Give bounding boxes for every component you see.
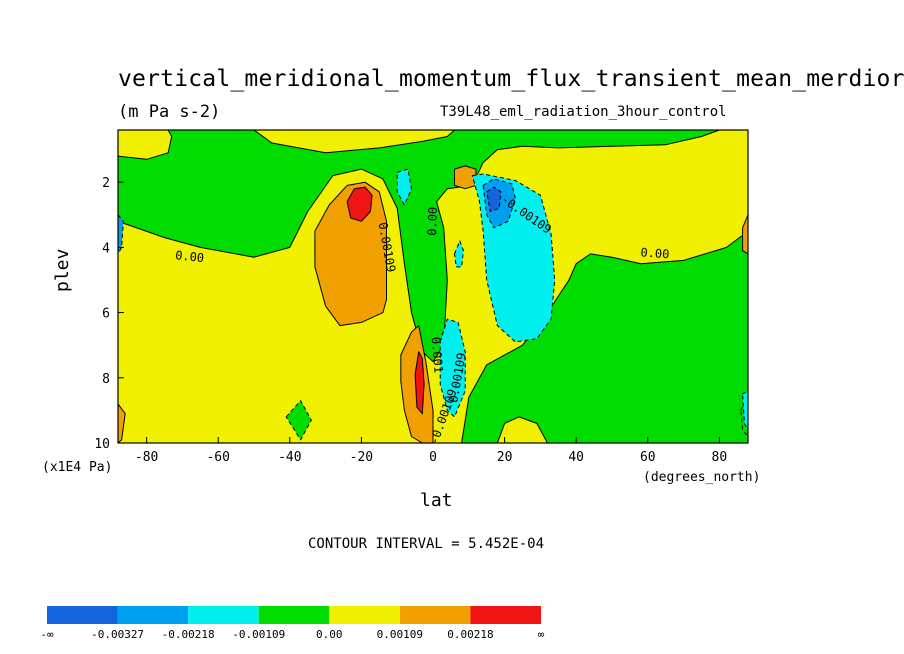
x-axis-units: (degrees_north) bbox=[643, 470, 761, 485]
colorbar-label-0: -∞ bbox=[40, 628, 54, 641]
contour-region-17 bbox=[742, 390, 748, 431]
x-tick-label: -20 bbox=[350, 450, 373, 465]
colorbar-label-4: 0.00 bbox=[316, 628, 343, 641]
contour-region-16 bbox=[454, 240, 464, 268]
colorbar-swatch-1 bbox=[117, 606, 189, 624]
colorbar-label-6: 0.00218 bbox=[447, 628, 493, 641]
contour-label-4: 0.00 bbox=[640, 245, 670, 261]
x-tick-label: -40 bbox=[278, 450, 301, 465]
colorbar-label-7: ∞ bbox=[538, 628, 545, 641]
contour-region-3 bbox=[118, 130, 173, 160]
colorbar-label-1: -0.00327 bbox=[91, 628, 144, 641]
contour-region-20 bbox=[486, 186, 502, 212]
contour-region-10 bbox=[414, 351, 425, 415]
x-tick-label: 0 bbox=[429, 450, 437, 465]
contour-region-1 bbox=[253, 130, 455, 154]
contour-region-15 bbox=[439, 318, 466, 418]
x-tick-label: 40 bbox=[568, 450, 584, 465]
y-tick-label: 8 bbox=[102, 372, 110, 387]
colorbar-swatch-4 bbox=[329, 606, 400, 624]
contour-region-14 bbox=[396, 168, 412, 206]
y-tick-label: 10 bbox=[94, 437, 110, 452]
contour-region-9 bbox=[346, 186, 373, 222]
colorbar: -∞ -0.00327 -0.00218 -0.00109 0.00 0.00109 0.0… bbox=[40, 606, 545, 641]
contour-label-0: 0.00 bbox=[175, 248, 205, 265]
x-tick-label: 60 bbox=[640, 450, 656, 465]
contour-region-0 bbox=[118, 130, 748, 443]
colorbar-swatch-5 bbox=[399, 606, 471, 624]
x-axis-label: lat bbox=[420, 490, 453, 511]
y-axis-units: (x1E4 Pa) bbox=[42, 460, 113, 475]
contour-label-5: 0.001 bbox=[429, 336, 446, 373]
contour-label-2: 0.00 bbox=[425, 207, 440, 236]
contour-region-2 bbox=[496, 416, 548, 443]
y-tick-label: 4 bbox=[102, 241, 110, 256]
y-tick-label: 2 bbox=[102, 176, 110, 191]
units-label: (m Pa s-2) bbox=[118, 102, 221, 122]
x-tick-label: 80 bbox=[712, 450, 728, 465]
contour-region-7 bbox=[118, 403, 126, 443]
y-tick-label: 6 bbox=[102, 307, 110, 322]
colorbar-swatch-2 bbox=[188, 606, 259, 624]
run-label: T39L48_eml_radiation_3hour_control bbox=[440, 104, 727, 120]
contour-region-8 bbox=[742, 214, 748, 255]
x-tick-label: -80 bbox=[135, 450, 158, 465]
contour-region-6 bbox=[454, 165, 477, 190]
contour-region-4 bbox=[314, 181, 387, 327]
colorbar-label-3: -0.00109 bbox=[232, 628, 285, 641]
contour-interval-label: CONTOUR INTERVAL = 5.452E-04 bbox=[308, 536, 545, 552]
x-tick-label: 20 bbox=[497, 450, 513, 465]
colorbar-label-5: 0.00109 bbox=[377, 628, 423, 641]
contour-region-11 bbox=[285, 400, 312, 441]
x-tick-label: -60 bbox=[206, 450, 229, 465]
colorbar-swatch-3 bbox=[258, 606, 330, 624]
contour-region-19 bbox=[118, 214, 124, 255]
colorbar-swatch-0 bbox=[47, 606, 118, 624]
colorbar-label-2: -0.00218 bbox=[162, 628, 215, 641]
plot-axes: -80 -60 -40 -20 0 20 40 60 80 2 4 6 8 10 bbox=[94, 129, 749, 465]
colorbar-swatch-6 bbox=[470, 606, 541, 624]
chart-title: vertical_meridional_momentum_flux_transi… bbox=[118, 66, 904, 92]
